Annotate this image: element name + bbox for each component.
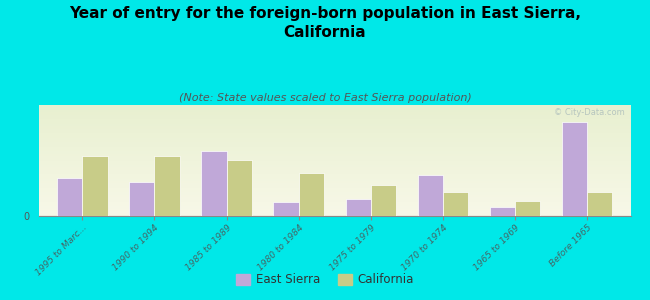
Text: Year of entry for the foreign-born population in East Sierra,
California: Year of entry for the foreign-born popul… [69, 6, 581, 40]
Bar [274, 202, 299, 216]
Text: (Note: State values scaled to East Sierra population): (Note: State values scaled to East Sierr… [179, 93, 471, 103]
Bar [346, 199, 370, 216]
Bar [299, 173, 324, 216]
Bar [57, 178, 83, 216]
Bar [155, 156, 179, 216]
Bar [129, 182, 155, 216]
Bar [83, 156, 107, 216]
Text: © City-Data.com: © City-Data.com [554, 108, 625, 117]
Bar [490, 208, 515, 216]
Bar [418, 175, 443, 216]
Bar [562, 122, 587, 216]
Bar [370, 185, 396, 216]
Bar [587, 192, 612, 216]
Bar [227, 160, 252, 216]
Bar [515, 201, 540, 216]
Bar [202, 151, 227, 216]
Legend: East Sierra, California: East Sierra, California [231, 269, 419, 291]
Bar [443, 192, 468, 216]
